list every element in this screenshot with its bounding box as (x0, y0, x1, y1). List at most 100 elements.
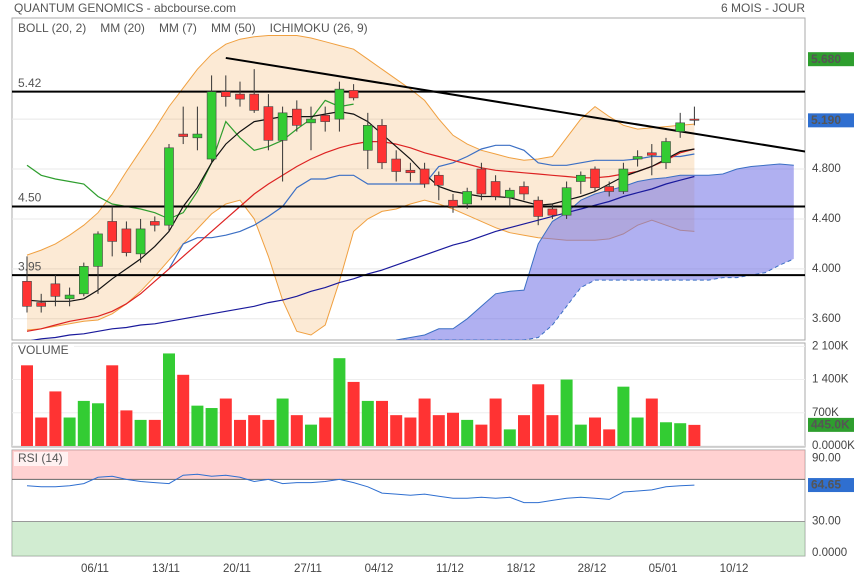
candle-body (405, 169, 416, 174)
x-tick-label: 27/11 (294, 563, 322, 575)
x-tick-label: 18/12 (507, 563, 536, 575)
legend-entry: MM (50) (211, 21, 256, 35)
candle-body (661, 141, 671, 164)
volume-bar (163, 353, 175, 446)
candle-body (121, 228, 132, 253)
candle-body (291, 108, 302, 126)
candle-body (433, 174, 444, 186)
volume-bar (305, 424, 317, 446)
legend-entry: MM (20) (100, 21, 145, 35)
value-box-label: 64.65 (811, 478, 841, 492)
candle-body (462, 191, 473, 205)
volume-bar (148, 419, 161, 446)
volume-bar (603, 429, 616, 446)
volume-bar (49, 391, 62, 446)
panel-label-bg (14, 344, 74, 358)
y-tick-label: 700K (812, 407, 839, 419)
candle-body (263, 106, 274, 141)
candle-body (320, 115, 331, 122)
y-tick-label: 4.800 (812, 163, 841, 175)
overbought-zone (12, 450, 805, 480)
x-tick-label: 13/11 (152, 563, 180, 575)
volume-bar (589, 417, 601, 446)
x-tick-label: 20/11 (223, 563, 251, 575)
volume-bar (560, 379, 573, 446)
candle-body (107, 221, 117, 242)
volume-plot (12, 345, 805, 447)
volume-bar (546, 415, 559, 446)
candle-body (192, 133, 203, 139)
value-box-label: 5.680 (811, 52, 841, 66)
ichimoku-line (26, 99, 354, 220)
candle-body (22, 281, 32, 307)
volume-bar (475, 424, 488, 446)
bollinger-band (27, 35, 695, 335)
volume-bar (503, 429, 516, 446)
ichimoku-span-a (396, 163, 794, 340)
candle-body (164, 147, 174, 226)
volume-bar (177, 374, 190, 446)
y-tick-label: 30.00 (812, 516, 841, 528)
value-box-label: 5.190 (811, 113, 841, 127)
panel-label-bg (14, 452, 68, 466)
candle-body (377, 125, 387, 164)
volume-bar (21, 365, 33, 446)
candle-body (135, 228, 146, 255)
volume-bar (248, 415, 261, 446)
value-box (808, 478, 854, 493)
value-box (808, 417, 854, 432)
candle-body (519, 186, 529, 195)
candle-body (575, 174, 586, 182)
volume-bar (92, 403, 104, 446)
y-tick-label: 2 100K (812, 340, 849, 352)
value-box (808, 52, 854, 67)
trend-line (225, 56, 805, 153)
volume-bar (631, 417, 644, 446)
volume-bar (574, 424, 587, 446)
volume-bar (418, 398, 431, 446)
legend-entry: MM (7) (159, 21, 197, 35)
candle-body (235, 93, 245, 100)
volume-bar (77, 400, 90, 446)
candle-body (448, 199, 458, 207)
candle-body (178, 133, 188, 137)
candle-body (206, 91, 217, 160)
rsi-plot (12, 450, 805, 556)
y-tick-label: 0.0000K (812, 440, 855, 452)
volume-bar (35, 417, 48, 446)
candle-body (334, 88, 345, 120)
volume-bar (660, 422, 672, 446)
volume-bar (461, 419, 474, 446)
volume-bar (262, 419, 275, 446)
volume-bar (518, 415, 530, 446)
chart-title: QUANTUM GENOMICS - abcbourse.com (14, 1, 236, 15)
volume-bar (432, 415, 445, 446)
volume-bar (219, 398, 232, 446)
candle-body (547, 208, 558, 216)
volume-bar (205, 408, 218, 446)
legend-entry: ICHIMOKU (26, 9) (270, 21, 368, 35)
volume-bar (489, 398, 502, 446)
moving-average (26, 110, 695, 302)
volume-bar (106, 365, 119, 446)
candle-body (590, 168, 600, 189)
volume-bar (390, 415, 403, 446)
y-tick-label: 0.0000 (812, 547, 847, 559)
chart-subtitle: 6 MOIS - JOUR (721, 1, 805, 15)
candle-body (646, 152, 657, 156)
volume-bar (347, 381, 360, 446)
volume-bar (333, 358, 346, 446)
candle-body (419, 168, 430, 185)
candle-body (675, 122, 686, 132)
level-label: 4.50 (18, 191, 42, 205)
volume-bar (674, 423, 687, 446)
x-tick-label: 11/12 (436, 563, 464, 575)
panel-label: RSI (14) (18, 451, 63, 465)
candle-body (490, 181, 501, 197)
candle-body (533, 199, 544, 217)
candle-body (150, 221, 160, 226)
level-label: 5.42 (18, 76, 42, 90)
x-tick-label: 10/12 (720, 563, 749, 575)
y-tick-label: 4.000 (812, 263, 841, 275)
